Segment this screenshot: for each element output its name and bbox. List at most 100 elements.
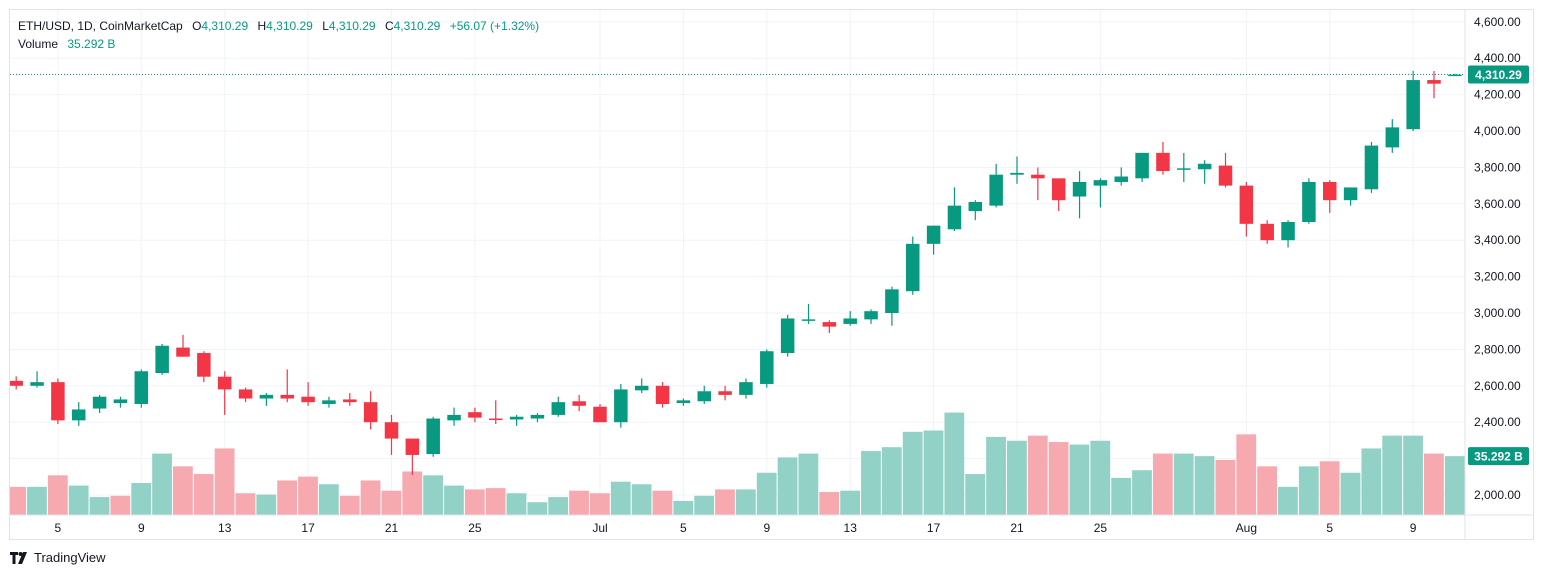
time-tick-label: 9	[1410, 521, 1417, 535]
candle-body[interactable]	[989, 174, 1003, 206]
volume-bar	[610, 481, 631, 515]
candle-body[interactable]	[1156, 152, 1170, 172]
candle-body[interactable]	[1281, 222, 1295, 241]
candle-body[interactable]	[697, 391, 712, 402]
candle-body[interactable]	[1427, 80, 1441, 84]
candle-body[interactable]	[1093, 180, 1108, 186]
candle-body[interactable]	[530, 414, 545, 419]
candle-body[interactable]	[468, 412, 482, 418]
candle-body[interactable]	[1031, 174, 1045, 179]
high-label: H	[257, 19, 267, 33]
candle-body[interactable]	[947, 205, 962, 230]
candle-body[interactable]	[593, 406, 607, 423]
candle-body[interactable]	[572, 401, 586, 406]
price-tick-label: 3,600.00	[1474, 197, 1521, 211]
candle-body[interactable]	[634, 385, 649, 391]
volume-bar	[360, 480, 381, 515]
candle-body[interactable]	[1448, 74, 1462, 77]
volume-bar	[110, 495, 131, 515]
volume-bar	[1048, 442, 1069, 515]
candle-body[interactable]	[1135, 152, 1149, 179]
candle-body[interactable]	[426, 418, 440, 455]
candle-body[interactable]	[885, 289, 899, 313]
candle-body[interactable]	[1323, 181, 1337, 201]
candle-body[interactable]	[51, 382, 65, 421]
ohlc-legend-row: ETH/USD, 1D, CoinMarketCap O4,310.29 H4,…	[18, 17, 539, 35]
candle-body[interactable]	[1239, 185, 1254, 224]
candle-body[interactable]	[217, 376, 232, 390]
candle-body[interactable]	[155, 345, 169, 374]
candle-body[interactable]	[1114, 176, 1129, 182]
candle-body[interactable]	[363, 402, 378, 423]
price-tick-label: 2,000.00	[1474, 488, 1521, 502]
candle-body[interactable]	[238, 389, 253, 399]
volume-bar	[1382, 435, 1403, 515]
volume-bar	[131, 483, 152, 515]
candle-body[interactable]	[739, 382, 753, 395]
candle-body[interactable]	[926, 225, 941, 244]
candle-body[interactable]	[1177, 168, 1191, 170]
price-chart[interactable]: 2,000.002,200.002,400.002,600.002,800.00…	[10, 10, 1533, 539]
time-tick-label: 21	[1010, 521, 1024, 535]
volume-bar	[1027, 435, 1048, 515]
volume-value: 35.292 B	[67, 37, 116, 51]
candle-body[interactable]	[72, 409, 86, 421]
candle-body[interactable]	[1197, 163, 1212, 170]
candle-body[interactable]	[1302, 181, 1316, 223]
candle-body[interactable]	[343, 399, 357, 403]
chart-legend: ETH/USD, 1D, CoinMarketCap O4,310.29 H4,…	[18, 17, 539, 53]
candle-body[interactable]	[1343, 187, 1358, 201]
candle-body[interactable]	[134, 371, 149, 404]
candle-body[interactable]	[1406, 80, 1420, 130]
candle-body[interactable]	[10, 380, 23, 386]
candle-body[interactable]	[447, 414, 461, 421]
candle-body[interactable]	[1385, 127, 1400, 148]
candle-body[interactable]	[906, 243, 920, 292]
candle-body[interactable]	[384, 422, 399, 439]
volume-bar	[944, 412, 965, 515]
volume-label: Volume	[18, 37, 59, 51]
volume-bar	[1298, 466, 1319, 515]
candle-body[interactable]	[1072, 181, 1087, 197]
candle-body[interactable]	[968, 201, 983, 212]
candle-body[interactable]	[322, 400, 336, 404]
candle-body[interactable]	[843, 318, 857, 324]
candle-body[interactable]	[780, 318, 795, 354]
candle-body[interactable]	[760, 351, 774, 384]
volume-badge	[1468, 447, 1529, 466]
candle-body[interactable]	[822, 322, 837, 327]
candle-body[interactable]	[113, 399, 128, 404]
close-value: 4,310.29	[393, 19, 441, 33]
candle-body[interactable]	[676, 400, 691, 404]
volume-bar	[923, 430, 944, 515]
high-value: 4,310.29	[266, 19, 313, 33]
volume-bar	[1319, 461, 1340, 515]
candle-body[interactable]	[259, 394, 274, 399]
candle-body[interactable]	[405, 438, 420, 455]
candle-body[interactable]	[197, 353, 211, 377]
candle-body[interactable]	[1260, 223, 1274, 241]
candle-body[interactable]	[92, 396, 107, 409]
candle-body[interactable]	[509, 416, 524, 420]
candle-body[interactable]	[1010, 172, 1024, 175]
candle-body[interactable]	[301, 396, 315, 403]
candle-body[interactable]	[551, 402, 566, 415]
volume-bar	[1173, 453, 1194, 515]
candle-body[interactable]	[30, 382, 44, 386]
candle-body[interactable]	[655, 385, 670, 404]
candle-body[interactable]	[176, 347, 190, 357]
volume-bar	[840, 490, 860, 515]
price-tick-label: 4,200.00	[1474, 88, 1521, 102]
candle-body[interactable]	[718, 391, 732, 395]
candle-body[interactable]	[801, 319, 816, 321]
candle-body[interactable]	[1051, 178, 1066, 201]
price-tick-label: 3,200.00	[1474, 270, 1521, 284]
candle-body[interactable]	[864, 311, 878, 320]
candle-body[interactable]	[489, 418, 503, 421]
volume-bar	[902, 431, 923, 515]
candle-body[interactable]	[280, 394, 295, 399]
brand[interactable]: TradingView	[10, 550, 106, 565]
candle-body[interactable]	[1364, 145, 1379, 190]
candle-body[interactable]	[614, 389, 628, 423]
candle-body[interactable]	[1218, 165, 1233, 186]
